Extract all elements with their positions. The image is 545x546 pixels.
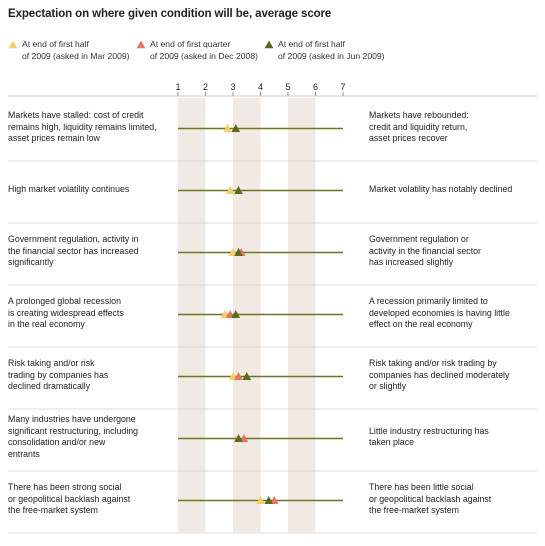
row-label-line: or slightly — [369, 381, 407, 392]
row-label-line: or geopolitical backlash against — [369, 493, 492, 504]
row-label-line: Market volatility has notably declined — [369, 183, 513, 194]
legend-label-line: At end of first half — [22, 39, 89, 49]
left-label: Risk taking and/or risk trading by compan… — [8, 358, 108, 393]
marker-series-1 — [223, 124, 232, 132]
tick-label-4: 4 — [258, 82, 263, 92]
marker-series-1 — [256, 496, 265, 504]
row-label-line: Markets have stalled: cost of credit — [8, 109, 144, 120]
right-label: Market volatility has notably declined — [369, 184, 512, 196]
right-label: Markets have rebounded: credit and liquid… — [369, 110, 469, 145]
marker-series-2 — [225, 310, 235, 318]
legend-label-line: of 2009 (asked in Dec 2008) — [150, 51, 258, 61]
row-label-line: Government regulation or — [369, 233, 469, 244]
row-label-line: Risk taking and/or risk — [8, 357, 95, 368]
row-label-line: Little industry restructuring has — [369, 425, 489, 436]
legend-marker-3 — [264, 40, 274, 49]
marker-series-1 — [220, 310, 230, 318]
row-label-line: effect on the real economy — [369, 319, 473, 330]
row-label-line: significant restructuring, including — [8, 425, 139, 436]
marker-series-1 — [228, 372, 238, 380]
marker-series-2 — [234, 372, 243, 380]
row-label-line: asset prices recover — [369, 133, 448, 144]
row-label-line: the free-market system — [8, 505, 98, 516]
marker-series-3 — [242, 372, 252, 380]
row-label-line: the financial sector has increased — [8, 245, 139, 256]
marker-series-3 — [234, 186, 243, 194]
row-label-line: trading by companies has — [8, 369, 109, 380]
marker-series-2 — [269, 496, 279, 504]
row-label-line: credit and liquidity return, — [369, 121, 468, 132]
legend-label-line: of 2009 (asked in Mar 2009) — [22, 51, 130, 61]
marker-series-1 — [225, 186, 235, 194]
marker-series-2 — [239, 434, 249, 442]
tick-label-3: 3 — [230, 82, 235, 92]
right-label: Government regulation or activity in the … — [369, 234, 481, 269]
tick-label-5: 5 — [285, 82, 290, 92]
tick-label-7: 7 — [340, 82, 345, 92]
marker-series-3 — [264, 496, 274, 504]
row-label-line: Many industries have undergone — [8, 413, 136, 424]
row-label-line: remains high, liquidity remains limited, — [8, 121, 157, 132]
tick-label-6: 6 — [313, 82, 318, 92]
row-label-line: Government regulation, activity in — [8, 233, 139, 244]
marker-series-3 — [231, 310, 241, 318]
legend-marker-2 — [136, 40, 146, 49]
left-label: Markets have stalled: cost of credit rema… — [8, 110, 157, 145]
row-label-line: A prolonged global recession — [8, 295, 121, 306]
marker-series-3 — [234, 434, 243, 442]
row-label-line: There has been little social — [369, 481, 474, 492]
legend-label-line: At end of first quarter — [150, 39, 231, 49]
row-label-line: activity in the financial sector — [369, 245, 481, 256]
marker-series-3 — [231, 124, 241, 132]
left-label: Many industries have undergone significan… — [8, 414, 138, 461]
legend-label-line: of 2009 (asked in Jun 2009) — [278, 51, 385, 61]
left-label: Government regulation, activity in the fi… — [8, 234, 139, 269]
row-label-line: There has been strong social — [8, 481, 122, 492]
legend-marker-1 — [8, 40, 18, 49]
tick-label-2: 2 — [203, 82, 208, 92]
row-label-line: is creating widespread effects — [8, 307, 124, 318]
row-label-line: asset prices remain low — [8, 133, 100, 144]
left-label: A prolonged global recession is creating … — [8, 296, 124, 331]
row-label-line: significantly — [8, 257, 54, 268]
row-label-line: declined dramatically — [8, 381, 91, 392]
row-label-line: entrants — [8, 449, 40, 460]
row-label-line: A recession primarily limited to — [369, 295, 488, 306]
row-label-line: in the real economy — [8, 319, 85, 330]
legend-label-line: At end of first half — [278, 39, 345, 49]
row-label-line: or geopolitical backlash against — [8, 493, 131, 504]
marker-series-3 — [234, 248, 243, 256]
tick-label-1: 1 — [175, 82, 180, 92]
row-label-line: High market volatility continues — [8, 183, 130, 194]
left-label: High market volatility continues — [8, 184, 129, 196]
chart-title: Expectation on where given condition wil… — [8, 8, 332, 20]
left-label: There has been strong social or geopoliti… — [8, 482, 130, 517]
row-label-line: the free-market system — [369, 505, 459, 516]
row-label-line: has increased slightly — [369, 257, 454, 268]
row-label-line: companies has declined moderately — [369, 369, 510, 380]
right-label: There has been little social or geopoliti… — [369, 482, 491, 517]
right-label: Risk taking and/or risk trading by compan… — [369, 358, 509, 393]
row-label-line: consolidation and/or new — [8, 437, 106, 448]
row-label-line: Markets have rebounded: — [369, 109, 469, 120]
marker-series-1 — [228, 248, 238, 256]
right-label: A recession primarily limited to develope… — [369, 296, 510, 331]
row-label-line: taken place — [369, 437, 414, 448]
row-label-line: developed economies is having little — [369, 307, 510, 318]
row-label-line: Risk taking and/or risk trading by — [369, 357, 497, 368]
right-label: Little industry restructuring has taken p… — [369, 426, 489, 450]
